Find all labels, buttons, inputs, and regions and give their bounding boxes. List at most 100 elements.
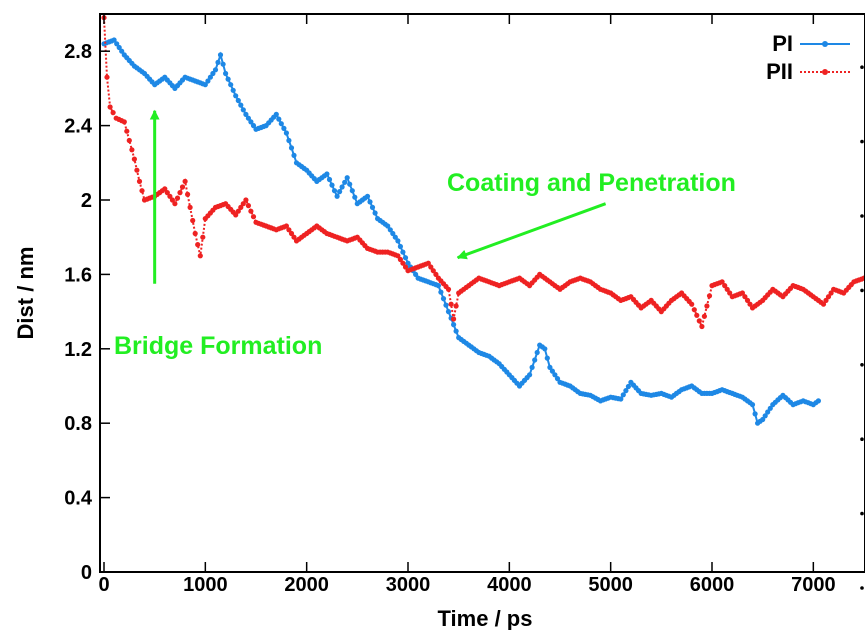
data-point-pii	[131, 156, 137, 162]
data-point-pii	[696, 318, 702, 324]
data-point-pii	[182, 178, 188, 184]
data-point-pi	[233, 93, 239, 99]
data-point-pii	[689, 301, 695, 307]
data-point-pi	[765, 409, 771, 415]
data-point-pii	[747, 301, 753, 307]
data-point-pi	[250, 123, 257, 129]
right-axis-dot	[860, 288, 864, 293]
data-point-pi	[397, 243, 403, 250]
data-point-pi	[240, 107, 246, 113]
data-point-pi	[762, 413, 768, 419]
data-point-pi	[369, 204, 376, 210]
data-point-pii	[192, 230, 198, 237]
data-point-pi	[402, 255, 409, 261]
data-point-pi	[243, 111, 249, 117]
right-axis-dot	[860, 363, 864, 367]
y-tick-label: 2.8	[64, 41, 92, 63]
data-point-pii	[169, 197, 175, 203]
data-point-pii	[174, 195, 181, 201]
x-tick-label: 7000	[791, 574, 836, 596]
data-point-pi	[623, 388, 629, 394]
data-point-pi	[760, 416, 766, 423]
data-point-pii	[248, 208, 254, 214]
y-tick-label: 2.4	[64, 116, 93, 138]
data-point-pi	[390, 230, 396, 237]
data-point-pii	[110, 110, 116, 116]
data-point-pii	[395, 253, 401, 259]
data-point-pii	[744, 297, 751, 303]
data-point-pii	[451, 316, 457, 322]
data-point-pii	[445, 286, 452, 292]
data-point-pi	[443, 302, 449, 308]
data-point-pii	[172, 201, 178, 207]
y-tick-label: 0.4	[64, 488, 93, 510]
y-tick-label: 2	[81, 190, 92, 212]
data-point-pi	[547, 364, 553, 370]
data-point-pii	[240, 201, 246, 207]
data-point-pi	[339, 184, 345, 190]
data-point-pi	[767, 405, 773, 411]
series-line-pi	[103, 38, 819, 425]
data-point-pi	[119, 48, 125, 54]
data-point-pii	[126, 137, 132, 144]
data-point-pii	[136, 178, 143, 184]
data-point-pii	[453, 303, 459, 309]
data-point-pi	[544, 355, 550, 361]
data-point-pi	[248, 119, 254, 125]
data-point-pi	[326, 176, 333, 183]
data-point-pi	[542, 346, 548, 352]
data-point-pi	[385, 223, 391, 229]
data-point-pii	[139, 188, 145, 194]
data-point-pi	[618, 396, 624, 402]
data-point-pii	[691, 307, 697, 313]
data-point-pii	[291, 234, 297, 240]
data-point-pi	[238, 102, 244, 108]
data-point-pi	[228, 82, 234, 88]
data-point-pi	[534, 349, 540, 356]
data-point-pii	[185, 191, 191, 197]
series-group	[101, 15, 865, 426]
data-point-pii	[430, 268, 436, 274]
data-point-pi	[230, 87, 236, 93]
data-point-pii	[250, 214, 257, 220]
data-point-pi	[347, 181, 353, 187]
data-point-pii	[197, 253, 203, 259]
data-point-pi	[405, 260, 411, 266]
data-point-pi	[329, 182, 335, 188]
data-point-pi	[337, 189, 343, 195]
data-point-pii	[828, 290, 834, 296]
data-point-pi	[532, 357, 538, 363]
data-point-pi	[435, 283, 441, 289]
data-point-pii	[433, 271, 439, 277]
data-point-pi	[215, 59, 221, 65]
data-point-pi	[223, 70, 229, 77]
data-point-pii	[739, 290, 746, 296]
data-point-pi	[210, 70, 216, 77]
data-point-pi	[392, 234, 398, 240]
data-point-pii	[699, 323, 705, 330]
data-point-pi	[286, 137, 292, 144]
data-point-pii	[243, 197, 249, 203]
x-tick-label: 5000	[588, 574, 633, 596]
x-tick-label: 6000	[690, 574, 735, 596]
data-point-pii	[129, 147, 135, 153]
data-point-pii	[233, 212, 239, 218]
data-point-pi	[815, 398, 822, 404]
x-tick-label: 3000	[386, 574, 431, 596]
data-point-pi	[334, 193, 340, 199]
data-point-pi	[625, 383, 632, 390]
data-point-pi	[116, 44, 122, 51]
data-point-pi	[552, 372, 558, 378]
data-point-pii	[177, 190, 183, 196]
legend: PI PII	[766, 31, 850, 84]
data-point-pi	[400, 249, 406, 255]
data-point-pi	[212, 67, 219, 73]
data-point-pi	[453, 328, 459, 334]
data-point-pi	[549, 368, 556, 374]
data-point-pii	[104, 74, 110, 80]
data-point-pii	[820, 301, 827, 307]
right-axis-dot	[860, 139, 864, 144]
data-point-pi	[207, 74, 213, 80]
data-point-pii	[187, 204, 193, 210]
